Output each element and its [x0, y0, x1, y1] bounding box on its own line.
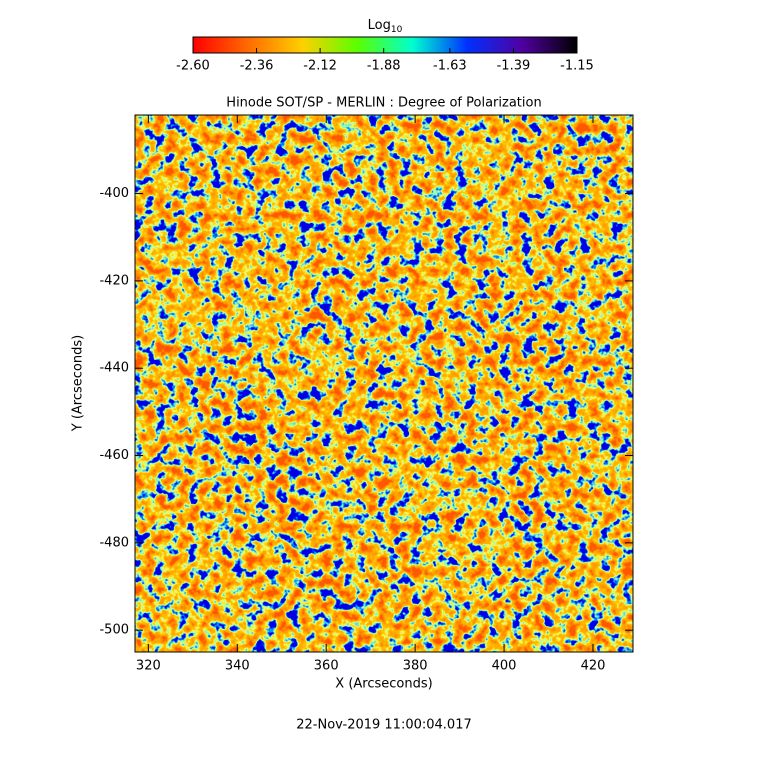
- chart-title: Hinode SOT/SP - MERLIN : Degree of Polar…: [226, 96, 541, 111]
- x-tick-label: 360: [314, 659, 339, 674]
- y-axis-label: Y (Arcseconds): [71, 335, 86, 432]
- colorbar-tick-label: -2.12: [303, 59, 337, 74]
- colorbar-label-main: Log: [368, 18, 391, 33]
- y-tick-label: -420: [99, 273, 129, 288]
- y-tick-label: -480: [99, 535, 129, 550]
- x-tick-label: 420: [581, 659, 606, 674]
- colorbar-tick-label: -2.60: [176, 59, 210, 74]
- colorbar-tick-label: -1.88: [367, 59, 401, 74]
- x-tick-label: 380: [403, 659, 428, 674]
- x-tick-label: 400: [492, 659, 517, 674]
- x-tick-label: 320: [136, 659, 161, 674]
- colorbar: [192, 36, 578, 54]
- colorbar-label-sub: 10: [391, 25, 403, 35]
- y-tick-label: -460: [99, 448, 129, 463]
- x-tick-label: 340: [225, 659, 250, 674]
- y-tick-label: -440: [99, 361, 129, 376]
- y-tick-label: -500: [99, 623, 129, 638]
- timestamp: 22-Nov-2019 11:00:04.017: [296, 718, 472, 733]
- colorbar-tick-label: -1.15: [560, 59, 594, 74]
- plot-frame: [134, 114, 634, 653]
- x-axis-label: X (Arcseconds): [335, 677, 432, 692]
- colorbar-tick-label: -2.36: [240, 59, 274, 74]
- y-tick-label: -400: [99, 186, 129, 201]
- heatmap-image: [135, 115, 633, 652]
- colorbar-label: Log10: [368, 18, 403, 35]
- colorbar-tick-label: -1.63: [433, 59, 467, 74]
- colorbar-tick-label: -1.39: [497, 59, 531, 74]
